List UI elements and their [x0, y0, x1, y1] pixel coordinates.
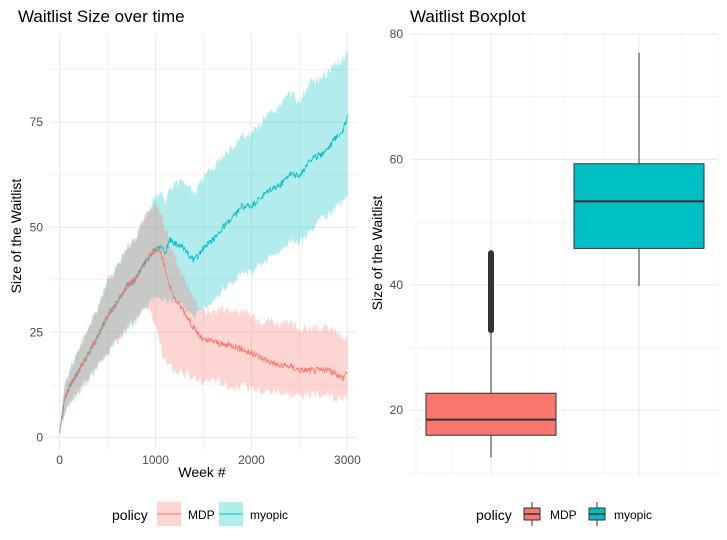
box-legend-title: policy [476, 507, 512, 523]
boxplot-panel: 20 40 60 80 Waitlist Boxplot Size of the Wa… [369, 7, 719, 526]
box-legend-key-mdp [523, 502, 541, 526]
box-legend-label-myopic: myopic [614, 508, 652, 522]
line-chart-tick-labels: 0 1000 2000 3000 0 25 50 75 [30, 115, 361, 467]
y-tick-label: 25 [30, 325, 44, 339]
x-tick-label: 1000 [142, 453, 169, 467]
x-tick-label: 2000 [238, 453, 265, 467]
box-mdp [425, 392, 557, 436]
ribbon-mdp [59, 203, 348, 434]
line-chart-legend: policy MDP myopic [112, 502, 288, 526]
box-legend-label-mdp: MDP [550, 508, 577, 522]
y-tick-label: 75 [30, 115, 44, 129]
line-chart-x-axis-label: Week # [178, 464, 225, 480]
line-chart-ribbons [59, 49, 348, 434]
y-tick-label: 0 [36, 430, 43, 444]
line-chart-panel: 0 1000 2000 3000 0 25 50 75 Waitlist Size over … [8, 7, 361, 526]
y-tick-label: 40 [390, 278, 404, 292]
line-chart-lines [59, 114, 348, 434]
line-chart-y-axis-label: Size of the Waitlist [8, 179, 24, 294]
ribbon-myopic [59, 49, 348, 434]
y-tick-label: 60 [390, 152, 404, 166]
line-mdp [59, 247, 348, 434]
outliers-mdp [488, 250, 494, 334]
line-legend-label-myopic: myopic [250, 508, 288, 522]
boxplot-legend: policy MDP myopic [476, 502, 652, 526]
line-legend-title: policy [112, 507, 148, 523]
y-tick-label: 20 [390, 403, 404, 417]
boxplot-y-axis-label: Size of the Waitlist [369, 196, 385, 311]
line-legend-label-mdp: MDP [188, 508, 215, 522]
x-tick-label: 3000 [334, 453, 361, 467]
y-tick-label: 80 [390, 27, 404, 41]
line-chart-title: Waitlist Size over time [18, 7, 185, 26]
boxplot-title: Waitlist Boxplot [410, 7, 526, 26]
x-tick-label: 0 [56, 453, 63, 467]
box-legend-key-myopic [588, 502, 606, 526]
boxplot-tick-labels: 20 40 60 80 [390, 27, 404, 417]
line-chart-gridlines [50, 34, 357, 450]
box-myopic [573, 163, 705, 249]
boxplot-boxes [425, 52, 705, 458]
y-tick-label: 50 [30, 220, 44, 234]
